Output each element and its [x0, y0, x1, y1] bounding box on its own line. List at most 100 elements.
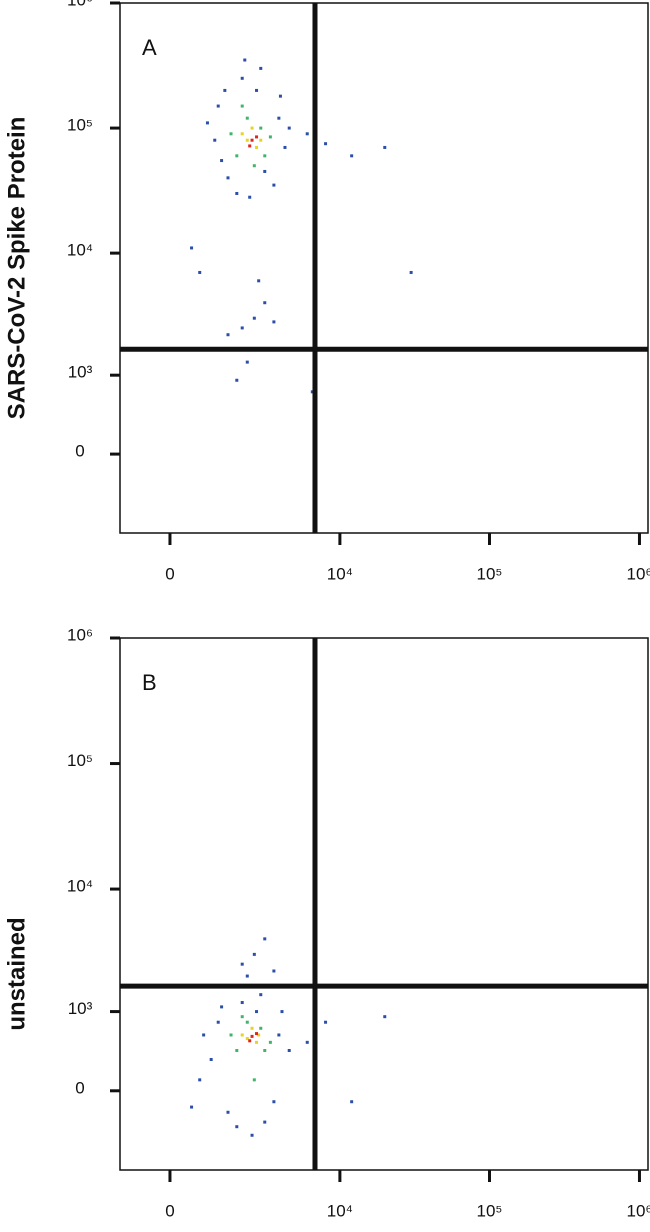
- event-dot: [350, 1100, 354, 1104]
- event-dot: [259, 138, 263, 142]
- y-tick-label: 10³: [68, 363, 93, 382]
- event-dot: [310, 390, 314, 394]
- event-dot: [263, 937, 267, 941]
- event-dot: [248, 144, 252, 148]
- event-dot: [287, 1048, 291, 1052]
- event-dot: [245, 1037, 249, 1041]
- y-axis-title: unstained: [3, 917, 30, 1030]
- event-dot: [252, 164, 256, 168]
- event-dot: [255, 1010, 259, 1014]
- event-dot: [250, 1026, 254, 1030]
- event-dot: [324, 1020, 328, 1024]
- event-dot: [243, 58, 247, 62]
- x-tick-label: 10⁵: [477, 564, 503, 583]
- event-dot: [245, 138, 249, 142]
- event-dot: [223, 88, 227, 92]
- x-tick-label: 0: [165, 564, 174, 583]
- event-dot: [257, 1033, 261, 1037]
- event-dot: [259, 1026, 263, 1030]
- event-dot: [235, 154, 239, 158]
- y-tick-label: 10³: [68, 999, 93, 1018]
- x-tick-label: 10⁴: [327, 1201, 353, 1220]
- plot-frame: [119, 637, 649, 1171]
- event-dot: [250, 1034, 254, 1038]
- event-dot: [240, 132, 244, 136]
- event-dot: [250, 138, 254, 142]
- event-dot: [272, 183, 276, 187]
- event-dot: [216, 1020, 220, 1024]
- event-dot: [305, 132, 309, 136]
- event-dot: [220, 1005, 224, 1009]
- event-dot: [259, 66, 263, 70]
- event-dot: [324, 142, 328, 146]
- event-dot: [287, 126, 291, 130]
- event-dot: [229, 132, 233, 136]
- panel-letter: A: [142, 35, 157, 60]
- event-dot: [255, 145, 259, 149]
- event-dot: [190, 246, 194, 250]
- event-dot: [250, 126, 254, 130]
- event-dot: [235, 1125, 239, 1129]
- event-dot: [283, 145, 287, 149]
- x-tick-label: 10⁴: [327, 564, 353, 583]
- event-dot: [272, 1100, 276, 1104]
- event-dot: [245, 116, 249, 120]
- event-dot: [198, 270, 202, 274]
- event-dot: [240, 76, 244, 80]
- event-dot: [350, 154, 354, 158]
- event-dot: [240, 1001, 244, 1005]
- event-dot: [259, 993, 263, 997]
- x-tick-label: 10⁶: [627, 1201, 650, 1220]
- plot-frame: [119, 2, 649, 534]
- event-dot: [268, 135, 272, 139]
- event-dot: [305, 1040, 309, 1044]
- x-tick-label: 10⁵: [477, 1201, 503, 1220]
- y-tick-label: 10⁶: [67, 625, 93, 644]
- event-dot: [213, 138, 217, 142]
- event-dot: [226, 333, 230, 337]
- event-dot: [263, 301, 267, 305]
- y-tick-label: 0: [75, 442, 84, 461]
- event-dot: [248, 1039, 252, 1043]
- event-dot: [198, 1078, 202, 1082]
- event-dot: [250, 1133, 254, 1137]
- event-dot: [409, 270, 413, 274]
- event-dot: [245, 974, 249, 978]
- event-dot: [240, 326, 244, 330]
- event-dot: [280, 1010, 284, 1014]
- event-dot: [202, 1033, 206, 1037]
- event-dot: [252, 316, 256, 320]
- y-tick-label: 10⁴: [67, 241, 93, 260]
- panel-letter: B: [142, 670, 157, 695]
- y-tick-label: 10⁵: [67, 116, 93, 135]
- event-dot: [383, 1015, 387, 1019]
- event-dot: [263, 154, 267, 158]
- event-dot: [245, 360, 249, 364]
- event-dot: [257, 279, 261, 283]
- event-dot: [240, 1033, 244, 1037]
- event-dot: [272, 320, 276, 324]
- event-dot: [259, 126, 263, 130]
- event-dot: [277, 1033, 281, 1037]
- event-dot: [255, 135, 259, 139]
- event-dot: [226, 176, 230, 180]
- y-tick-label: 0: [75, 1078, 84, 1097]
- event-dot: [255, 1032, 259, 1036]
- y-axis-title: SARS-CoV-2 Spike Protein: [3, 117, 30, 420]
- event-dot: [278, 94, 282, 98]
- event-dot: [263, 1120, 267, 1124]
- event-dot: [226, 1110, 230, 1114]
- event-dot: [220, 159, 224, 163]
- event-dot: [190, 1105, 194, 1109]
- event-dot: [229, 1033, 233, 1037]
- event-dot: [252, 952, 256, 956]
- event-dot: [216, 104, 220, 108]
- event-dot: [383, 145, 387, 149]
- event-dot: [272, 969, 276, 973]
- event-dot: [248, 195, 252, 199]
- event-dot: [277, 116, 281, 120]
- event-dot: [235, 378, 239, 382]
- x-tick-label: 10⁶: [627, 564, 650, 583]
- event-dot: [235, 191, 239, 195]
- event-dot: [252, 1078, 256, 1082]
